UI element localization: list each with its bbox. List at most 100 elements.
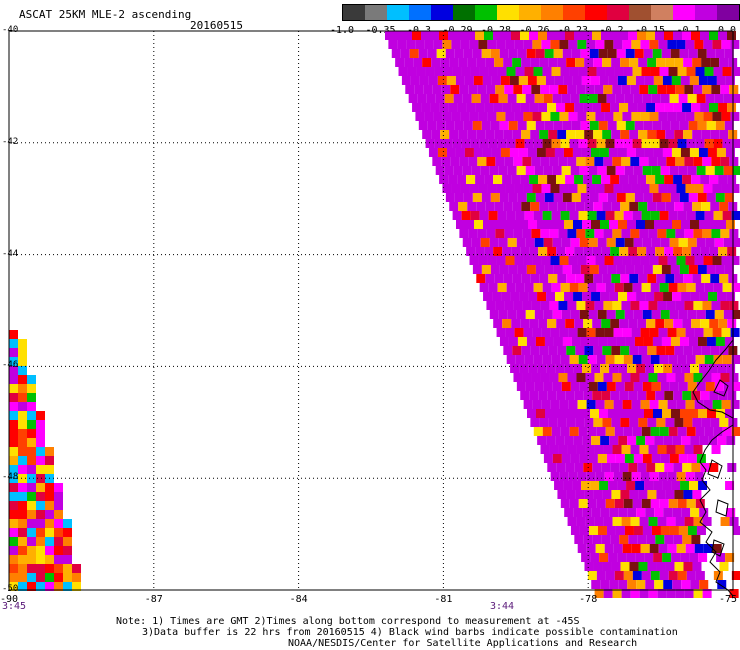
swath-cell <box>705 382 715 391</box>
swath-cell <box>54 537 63 546</box>
swath-cell <box>683 418 693 427</box>
swath-cell <box>599 148 609 157</box>
swath-cell <box>551 67 561 76</box>
swath-cell <box>54 546 63 555</box>
swath-cell <box>620 562 630 571</box>
swath-cell <box>616 193 626 202</box>
swath-cell <box>580 337 590 346</box>
swath-cell <box>552 310 562 319</box>
footnote-line-1: Note: 1) Times are GMT 2)Times along bot… <box>116 616 580 627</box>
swath-cell <box>562 193 572 202</box>
swath-cell <box>603 445 613 454</box>
swath-cell <box>660 454 670 463</box>
swath-cell <box>613 184 623 193</box>
swath-cell <box>687 94 697 103</box>
swath-cell <box>558 373 568 382</box>
swath-cell <box>517 121 527 130</box>
swath-cell <box>704 139 714 148</box>
swath-cell <box>592 247 602 256</box>
swath-cell <box>619 535 629 544</box>
swath-cell <box>673 31 682 40</box>
swath-cell <box>708 364 718 373</box>
swath-cell <box>488 139 498 148</box>
swath-cell <box>718 31 727 40</box>
swath-cell <box>449 58 459 67</box>
swath-cell <box>626 148 636 157</box>
swath-cell <box>469 40 479 49</box>
swath-cell <box>626 409 636 418</box>
swath-cell <box>605 283 615 292</box>
swath-cell <box>534 382 544 391</box>
swath-cell <box>18 537 27 546</box>
swath-cell <box>428 148 438 157</box>
swath-cell <box>645 436 655 445</box>
lat-tick-label: -40 <box>2 25 19 35</box>
swath-cell <box>709 31 718 40</box>
swath-cell <box>681 292 691 301</box>
swath-cell <box>659 355 669 364</box>
swath-cell <box>594 301 604 310</box>
swath-cell <box>593 490 603 499</box>
swath-cell <box>569 355 579 364</box>
swath-cell <box>652 121 662 130</box>
swath-cell <box>567 229 577 238</box>
swath-cell <box>54 528 63 537</box>
swath-cell <box>448 103 458 112</box>
swath-cell <box>494 58 504 67</box>
swath-cell <box>489 166 499 175</box>
lon-tick-label: -78 <box>579 594 598 605</box>
swath-cell <box>457 31 466 40</box>
swath-cell <box>646 247 656 256</box>
swath-cell <box>36 456 45 465</box>
swath-cell <box>453 94 463 103</box>
swath-cell <box>633 382 643 391</box>
swath-cell <box>586 112 596 121</box>
swath-cell <box>557 130 567 139</box>
swath-cell <box>657 373 667 382</box>
swath-cell <box>616 121 626 130</box>
swath-cell <box>632 67 642 76</box>
swath-cell <box>18 420 27 429</box>
swath-cell <box>505 112 515 121</box>
swath-cell <box>671 553 681 562</box>
swath-cell <box>454 193 464 202</box>
swath-cell <box>486 301 496 310</box>
swath-cell <box>610 391 620 400</box>
swath-cell <box>717 580 727 589</box>
swath-cell <box>529 103 539 112</box>
swath-cell <box>628 175 638 184</box>
swath-cell <box>675 157 685 166</box>
swath-cell <box>476 130 486 139</box>
swath-cell <box>532 112 542 121</box>
swath-cell <box>649 328 659 337</box>
swath-cell <box>498 94 508 103</box>
swath-cell <box>627 292 637 301</box>
swath-cell <box>656 274 666 283</box>
swath-cell <box>514 256 524 265</box>
swath-cell <box>732 166 740 175</box>
swath-cell <box>558 445 568 454</box>
swath-cell <box>653 553 663 562</box>
swath-cell <box>415 112 425 121</box>
swath-cell <box>707 409 717 418</box>
swath-cell <box>587 67 597 76</box>
swath-cell <box>561 382 571 391</box>
swath-cell <box>719 274 729 283</box>
lon-tick-label: -75 <box>718 594 738 605</box>
swath-cell <box>36 510 45 519</box>
swath-cell <box>541 184 551 193</box>
swath-cell <box>561 94 571 103</box>
swath-cell <box>522 301 532 310</box>
swath-cell <box>18 528 27 537</box>
swath-cell <box>564 220 574 229</box>
swath-cell <box>656 202 666 211</box>
swath-cell <box>583 247 593 256</box>
swath-cell <box>678 166 688 175</box>
swath-cell <box>27 402 36 411</box>
swath-cell <box>684 85 694 94</box>
swath-cell <box>706 49 716 58</box>
swath-cell <box>487 256 497 265</box>
swath-cell <box>463 193 473 202</box>
swath-cell <box>512 202 522 211</box>
swath-cell <box>388 40 398 49</box>
